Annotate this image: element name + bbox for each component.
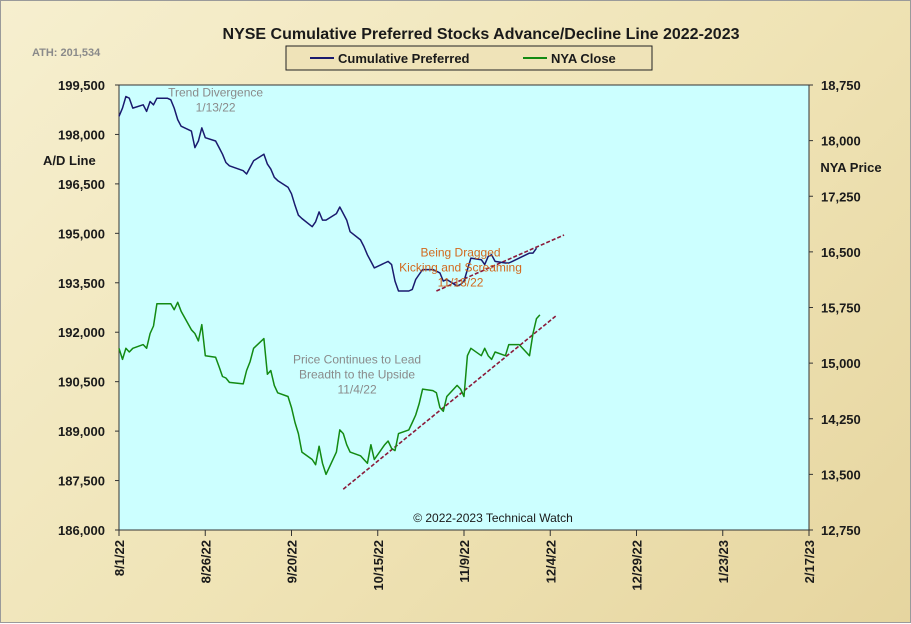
left-axis-label: A/D Line [43,153,96,168]
trend-lines [342,234,565,490]
left-tick-label: 199,500 [58,78,105,93]
copyright-notice: © 2022-2023 Technical Watch [413,511,573,525]
x-tick-label: 2/17/23 [802,540,817,583]
series-lines [118,95,541,476]
x-axis-ticks: 8/1/22 8/26/22 9/20/22 10/15/22 11/9/22 12/4/… [112,530,817,591]
annotation-text: 11/18/22 [438,275,484,289]
left-tick-label: 195,000 [58,226,105,241]
legend-label-cumulative-preferred: Cumulative Preferred [338,51,470,66]
right-tick-label: 18,000 [821,134,861,149]
annotation-text: 1/13/22 [196,101,236,115]
annotation-text: Being Dragged [421,245,501,259]
right-tick-label: 15,000 [821,356,861,371]
x-tick-label: 12/29/22 [630,540,645,591]
plot-area [118,84,810,531]
annotation-text: Trend Divergence [168,86,263,100]
legend: Cumulative Preferred NYA Close [285,45,653,71]
annotation-text: 11/4/22 [337,383,376,397]
x-tick-label: 8/26/22 [198,540,213,583]
series-line-cumulative-preferred [118,95,538,292]
right-tick-label: 17,250 [821,189,861,204]
left-tick-label: 186,000 [58,523,105,538]
left-tick-label: 187,500 [58,474,105,489]
left-tick-label: 190,500 [58,375,105,390]
chart-title: NYSE Cumulative Preferred Stocks Advance… [223,26,740,43]
left-tick-label: 193,500 [58,276,105,291]
right-axis-label: NYA Price [820,160,881,175]
left-tick-label: 189,000 [58,424,105,439]
left-axis-ticks: 186,000 187,500 189,000 190,500 192,000 193,5… [58,78,119,538]
legend-box [285,45,653,71]
annotation-text: Price Continues to Lead [293,353,421,367]
ath-label: ATH: 201,534 [32,47,101,59]
right-tick-label: 12,750 [821,523,861,538]
x-tick-label: 11/9/22 [457,540,472,583]
annotation-text: Kicking and Screaming [399,260,522,274]
left-tick-label: 198,000 [58,127,105,142]
series-line-nya-close [118,301,541,476]
left-tick-label: 192,000 [58,325,105,340]
x-tick-label: 12/4/22 [543,540,558,583]
x-tick-label: 1/23/23 [716,540,731,583]
legend-label-nya-close: NYA Close [551,51,616,66]
right-tick-label: 16,500 [821,245,861,260]
trend-line [342,314,558,490]
right-tick-label: 14,250 [821,412,861,427]
x-tick-label: 9/20/22 [285,540,300,583]
right-axis-ticks: 12,750 13,500 14,250 15,000 15,750 16,500 17,2… [809,78,861,538]
right-tick-label: 15,750 [821,301,861,316]
right-tick-label: 18,750 [821,78,861,93]
trend-line [436,234,565,292]
left-tick-label: 196,500 [58,177,105,192]
right-tick-label: 13,500 [821,467,861,482]
annotation-text: Breadth to the Upside [299,368,415,382]
x-tick-label: 10/15/22 [371,540,386,591]
x-tick-label: 8/1/22 [112,540,127,576]
